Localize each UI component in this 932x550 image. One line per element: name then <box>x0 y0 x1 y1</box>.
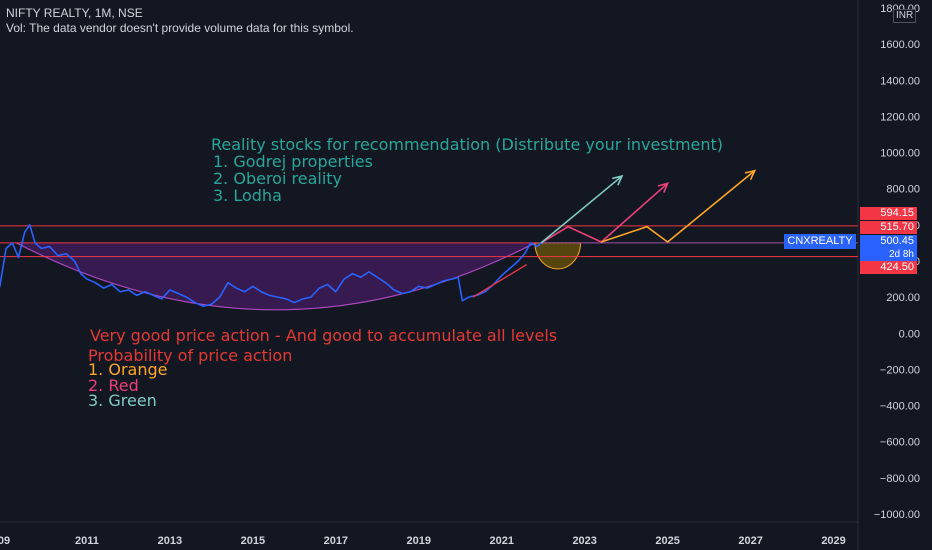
y-tick-label: 1600.00 <box>880 39 920 51</box>
x-tick-label: 2021 <box>489 535 513 547</box>
recommend-item-2: 2. Oberoi reality <box>213 169 342 188</box>
projection-green-head <box>612 174 624 186</box>
bar-countdown: 2d 8h <box>860 248 917 261</box>
recommend-title: Reality stocks for recommendation (Distr… <box>211 135 724 154</box>
y-tick-label: −1000.00 <box>874 509 920 521</box>
x-tick-label: 2011 <box>75 535 99 547</box>
symbol-tag[interactable]: CNXREALTY <box>784 234 856 249</box>
price-action-note: Very good price action - And good to acc… <box>90 326 558 345</box>
recommend-item-3: 3. Lodha <box>213 186 282 205</box>
probability-green: 3. Green <box>88 391 157 410</box>
price-tag-lower: 424.50 <box>860 261 917 274</box>
recommend-item-1: 1. Godrej properties <box>213 152 373 171</box>
x-tick-label: 2029 <box>821 535 845 547</box>
y-tick-label: 1200.00 <box>880 111 920 123</box>
projection-red-head <box>657 182 670 193</box>
y-tick-label: 1000.00 <box>880 148 920 160</box>
y-tick-label: 800.00 <box>886 184 920 196</box>
projection-green <box>540 175 623 244</box>
y-tick-label: 200.00 <box>886 292 920 304</box>
volume-note: Vol: The data vendor doesn't provide vol… <box>6 21 354 35</box>
x-tick-label: 09 <box>0 535 10 547</box>
x-tick-label: 2013 <box>158 535 182 547</box>
y-tick-label: 1400.00 <box>880 75 920 87</box>
y-tick-label: 0.00 <box>899 328 920 340</box>
probability-orange: 1. Orange <box>88 360 168 379</box>
price-tag-mid: 515.70 <box>860 221 917 234</box>
price-tag-current: 500.45 <box>860 235 917 248</box>
price-series-line <box>0 224 542 307</box>
cup-area <box>0 242 535 310</box>
y-tick-label: −600.00 <box>880 437 920 449</box>
probability-title: Probability of price action <box>88 346 293 365</box>
x-tick-label: 2019 <box>407 535 431 547</box>
trend-line <box>472 264 527 298</box>
x-tick-label: 2027 <box>738 535 762 547</box>
projection-orange <box>601 170 756 244</box>
x-tick-label: 2015 <box>241 535 265 547</box>
x-tick-label: 2023 <box>572 535 596 547</box>
y-tick-label: −400.00 <box>880 401 920 413</box>
symbol-title: NIFTY REALTY, 1M, NSE <box>6 6 143 20</box>
currency-label[interactable]: INR <box>893 9 917 23</box>
probability-red: 2. Red <box>88 376 139 395</box>
handle-area <box>534 242 582 270</box>
price-tag-upper: 594.15 <box>860 207 917 220</box>
projection-orange-head <box>744 169 757 181</box>
x-tick-label: 2017 <box>324 535 348 547</box>
projection-red <box>540 182 669 244</box>
x-tick-label: 2025 <box>655 535 679 547</box>
y-tick-label: −800.00 <box>880 473 920 485</box>
y-tick-label: −200.00 <box>880 364 920 376</box>
